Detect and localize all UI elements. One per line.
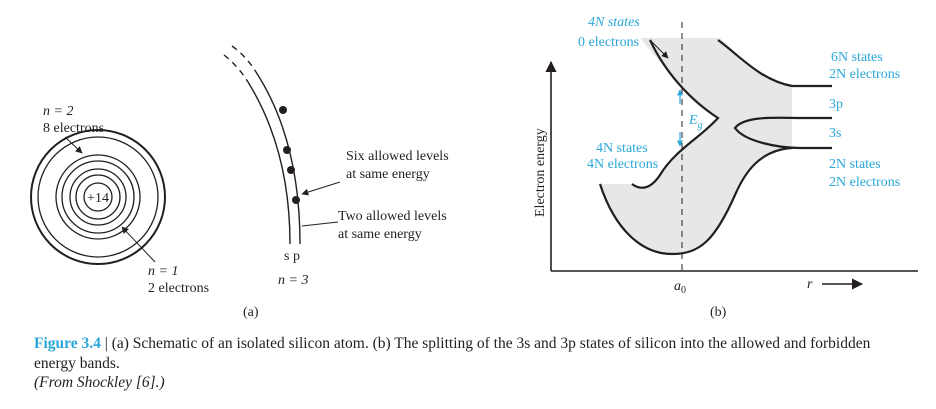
r-axis-label: r: [807, 277, 813, 292]
electron: [279, 106, 287, 114]
inner-split-curve: [733, 116, 832, 150]
n3-electrons: [279, 106, 300, 204]
top-band-electrons: 0 electrons: [578, 35, 639, 50]
n1-shell-outer: [55, 154, 141, 240]
electron: [292, 196, 300, 204]
lower-right-electrons: 2N electrons: [829, 175, 900, 190]
six-levels-leader: [301, 181, 341, 196]
band-curves: [598, 39, 832, 256]
sp-label: s p: [284, 249, 300, 264]
panel-b-label: (b): [710, 305, 727, 320]
figure-caption: Figure 3.4 | (a) Schematic of an isolate…: [34, 334, 914, 393]
atom-diagram: [30, 129, 166, 265]
caption-separator: |: [100, 335, 112, 352]
lower-right-states: 2N states: [829, 157, 881, 172]
n2-electrons-label: 8 electrons: [43, 121, 104, 136]
six-levels-label-line1: Six allowed levels: [346, 149, 449, 164]
n3-shell: [223, 45, 341, 245]
electron: [287, 166, 295, 174]
caption-source: (From Shockley [6].): [34, 374, 165, 391]
n2-shell-outer: [30, 129, 166, 265]
y-axis-label: Electron energy: [533, 128, 548, 217]
allowed-band-region: [600, 38, 792, 254]
n3-dashed-arc-outer: [231, 45, 257, 73]
nucleus-ring: [83, 182, 113, 212]
band-gap-label: Eg: [688, 113, 703, 131]
valence-band-bottom-curve: [598, 146, 793, 256]
3p-label: 3p: [829, 97, 843, 112]
nucleus-label: +14: [87, 191, 109, 206]
two-levels-label-line2: at same energy: [338, 227, 422, 242]
two-levels-leader: [301, 221, 339, 227]
caption-figure-label: Figure 3.4: [34, 335, 101, 352]
n2-leader-line: [64, 136, 83, 154]
conduction-band-lower-curve: [631, 39, 720, 189]
panel-a-label: (a): [243, 305, 259, 320]
two-levels-label-line1: Two allowed levels: [338, 209, 447, 224]
top-band-states: 4N states: [588, 15, 640, 30]
caption-text: (a) Schematic of an isolated silicon ato…: [34, 335, 871, 372]
mid-band-electrons: 4N electrons: [587, 157, 658, 172]
a0-label: a0: [674, 279, 686, 296]
top-band-leader: [649, 39, 669, 59]
upper-3p-curve: [717, 39, 832, 88]
electron: [283, 146, 291, 154]
upper-right-states: 6N states: [831, 50, 883, 65]
figure-illustration: +14 n = 2 8 electrons n = 1 2 electrons …: [30, 15, 918, 320]
3s-label: 3s: [829, 126, 841, 141]
n2-shell-inner: [37, 136, 159, 258]
six-levels-label-line2: at same energy: [346, 167, 430, 182]
s-level-arc: [255, 71, 301, 245]
inner-ring-1: [69, 168, 127, 226]
mid-band-states: 4N states: [596, 141, 648, 156]
p-level-arc: [247, 81, 291, 245]
upper-right-electrons: 2N electrons: [829, 67, 900, 82]
n1-shell-inner: [61, 160, 135, 234]
n2-label: n = 2: [43, 104, 73, 119]
n1-label: n = 1: [148, 264, 178, 279]
n3-dashed-arc-inner: [223, 54, 249, 83]
inner-ring-2: [75, 174, 121, 220]
n1-leader-line: [121, 226, 156, 263]
n3-label: n = 3: [278, 273, 308, 288]
n1-electrons-label: 2 electrons: [148, 281, 209, 296]
